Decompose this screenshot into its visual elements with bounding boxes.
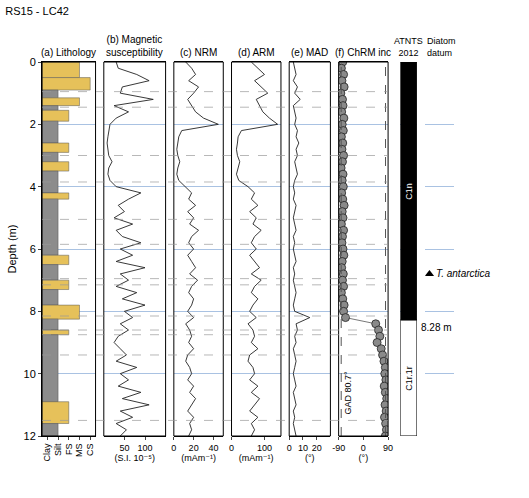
svg-text:20: 20 — [312, 443, 322, 453]
svg-text:40: 40 — [208, 443, 218, 453]
svg-text:(mAm⁻¹): (mAm⁻¹) — [239, 453, 274, 463]
svg-text:GAD 80.7°: GAD 80.7° — [343, 371, 353, 415]
svg-text:T. antarctica: T. antarctica — [436, 268, 491, 279]
svg-text:(a) Lithology: (a) Lithology — [41, 47, 96, 58]
svg-text:10: 10 — [298, 443, 308, 453]
svg-text:90: 90 — [383, 443, 393, 453]
svg-text:(d) ARM: (d) ARM — [238, 47, 275, 58]
svg-text:(f) ChRM inc: (f) ChRM inc — [335, 47, 391, 58]
svg-text:4: 4 — [30, 181, 36, 193]
svg-text:CS: CS — [85, 444, 95, 457]
svg-text:MS: MS — [74, 444, 84, 458]
svg-text:0: 0 — [30, 56, 36, 68]
svg-text:100: 100 — [257, 443, 272, 453]
svg-text:C1r.1r: C1r.1r — [404, 366, 414, 391]
svg-text:10: 10 — [24, 368, 36, 380]
svg-text:(b) Magneticsusceptibility: (b) Magneticsusceptibility — [106, 34, 163, 58]
svg-text:2: 2 — [30, 118, 36, 130]
svg-text:20: 20 — [189, 443, 199, 453]
svg-text:(e) MAD: (e) MAD — [291, 47, 328, 58]
svg-text:(mAm⁻¹): (mAm⁻¹) — [181, 453, 216, 463]
svg-text:(c) NRM: (c) NRM — [180, 47, 217, 58]
svg-text:ATNTS2012: ATNTS2012 — [394, 36, 423, 58]
svg-text:12: 12 — [24, 430, 36, 442]
svg-text:50: 50 — [119, 443, 129, 453]
svg-text:6: 6 — [30, 243, 36, 255]
svg-text:8: 8 — [30, 305, 36, 317]
svg-text:(S.I. 10⁻⁵): (S.I. 10⁻⁵) — [114, 453, 155, 463]
svg-text:Silt: Silt — [53, 443, 63, 456]
svg-text:(°): (°) — [305, 453, 315, 463]
svg-text:8.28 m: 8.28 m — [421, 322, 452, 333]
svg-text:C1n: C1n — [404, 183, 414, 200]
svg-text:FS: FS — [64, 444, 74, 456]
svg-text:Diatomdatum: Diatomdatum — [427, 36, 456, 58]
svg-text:0: 0 — [287, 443, 292, 453]
svg-text:-90: -90 — [332, 443, 345, 453]
svg-text:100: 100 — [137, 443, 152, 453]
svg-text:0: 0 — [229, 443, 234, 453]
svg-text:(°): (°) — [359, 453, 369, 463]
svg-text:Clay: Clay — [42, 443, 52, 462]
svg-text:Depth (m): Depth (m) — [6, 225, 18, 274]
svg-text:RS15 - LC42: RS15 - LC42 — [5, 5, 69, 17]
svg-text:0: 0 — [361, 443, 366, 453]
svg-text:0: 0 — [171, 443, 176, 453]
